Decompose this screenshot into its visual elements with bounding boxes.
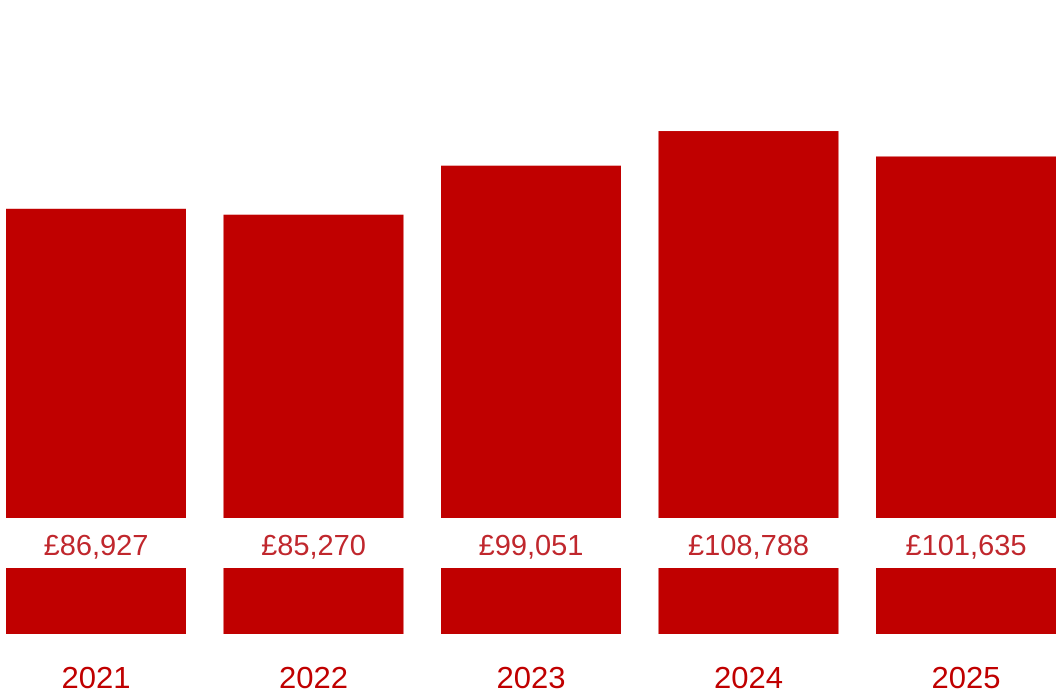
value-label-2022: £85,270 [261,530,366,562]
value-label-2025: £101,635 [906,530,1027,562]
category-label-2024: 2024 [714,660,783,694]
bar-base-2023 [441,568,621,634]
value-label-2023: £99,051 [479,530,584,562]
value-label-2024: £108,788 [688,530,809,562]
value-label-2021: £86,927 [44,530,149,562]
bar-base-2022 [223,568,404,634]
category-label-2025: 2025 [932,660,1001,694]
bar-2021 [6,208,186,518]
category-label-2023: 2023 [497,660,566,694]
bar-base-2021 [6,568,186,634]
bar-2024 [658,131,839,518]
bar-2022 [223,214,404,518]
bar-2025 [876,156,1056,518]
category-label-2022: 2022 [279,660,348,694]
bar-base-2024 [658,568,839,634]
bar-base-2025 [876,568,1056,634]
bar-2023 [441,165,621,518]
category-label-2021: 2021 [62,660,131,694]
